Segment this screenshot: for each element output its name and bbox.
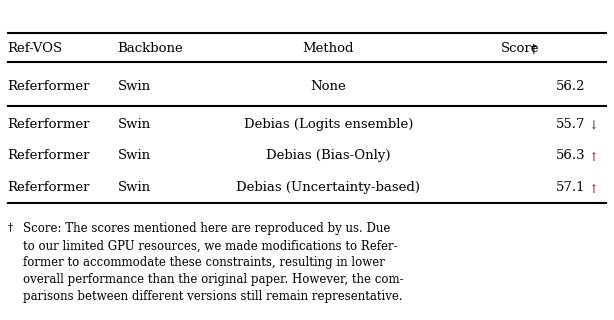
Text: Method: Method (303, 42, 354, 55)
Text: Referformer: Referformer (7, 80, 90, 93)
Text: †: † (530, 42, 536, 55)
Text: None: None (311, 80, 346, 93)
Text: Ref-VOS: Ref-VOS (7, 42, 63, 55)
Text: †: † (7, 222, 13, 232)
Text: Score: The scores mentioned here are reproduced by us. Due
to our limited GPU re: Score: The scores mentioned here are rep… (23, 222, 403, 303)
Text: Backbone: Backbone (117, 42, 183, 55)
Text: ↓: ↓ (588, 119, 598, 132)
Text: 56.2: 56.2 (556, 80, 585, 93)
Text: Swin: Swin (117, 149, 150, 162)
Text: Debias (Uncertainty-based): Debias (Uncertainty-based) (236, 181, 421, 194)
Text: 57.1: 57.1 (556, 181, 585, 194)
Text: ↑: ↑ (588, 151, 598, 164)
Text: 56.3: 56.3 (556, 149, 585, 162)
Text: Swin: Swin (117, 117, 150, 131)
Text: Swin: Swin (117, 80, 150, 93)
Text: 55.7: 55.7 (556, 117, 585, 131)
Text: Debias (Logits ensemble): Debias (Logits ensemble) (244, 117, 413, 131)
Text: Debias (Bias-Only): Debias (Bias-Only) (266, 149, 391, 162)
Text: Score: Score (501, 42, 539, 55)
Text: Referformer: Referformer (7, 181, 90, 194)
Text: ↑: ↑ (588, 183, 598, 196)
Text: Referformer: Referformer (7, 149, 90, 162)
Text: Swin: Swin (117, 181, 150, 194)
Text: Referformer: Referformer (7, 117, 90, 131)
